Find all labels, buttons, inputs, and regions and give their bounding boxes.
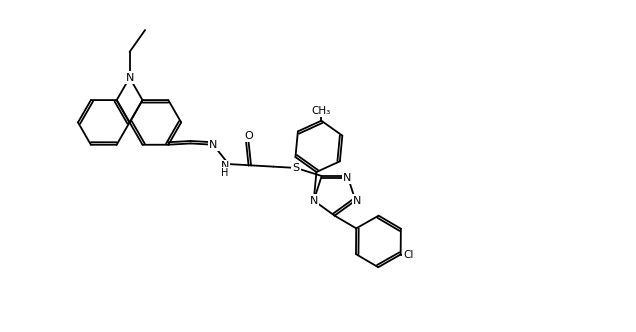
Text: S: S — [293, 163, 300, 173]
Text: H: H — [221, 168, 228, 178]
Text: CH₃: CH₃ — [312, 106, 331, 116]
Text: N: N — [221, 161, 229, 171]
Text: Cl: Cl — [403, 250, 414, 260]
Text: N: N — [343, 173, 352, 183]
Text: N: N — [125, 73, 134, 83]
Text: O: O — [244, 131, 253, 141]
Text: N: N — [209, 140, 218, 150]
Text: N: N — [353, 196, 362, 206]
Text: N: N — [310, 196, 318, 206]
